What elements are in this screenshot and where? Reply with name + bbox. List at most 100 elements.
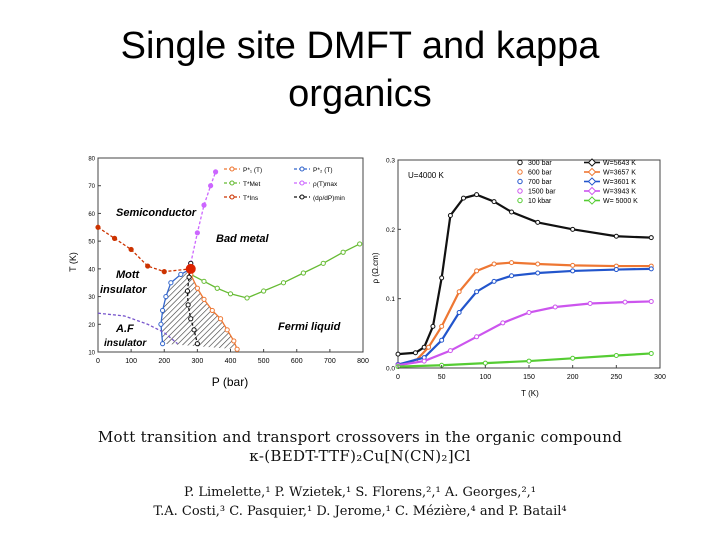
phase-series-point xyxy=(234,346,240,352)
rho-series-point xyxy=(648,350,654,356)
phase-y-tick-label: 40 xyxy=(88,267,95,273)
phase-x-tick-label: 600 xyxy=(291,358,303,365)
rho-legend-diamond xyxy=(587,167,597,177)
label-semiconductor: Semiconductor xyxy=(116,207,197,219)
phase-series-point xyxy=(168,280,174,286)
rho-series-point xyxy=(509,260,515,266)
phase-x-tick-label: 700 xyxy=(324,358,336,365)
rho-legend-diamond xyxy=(587,196,597,205)
rho-series-point xyxy=(447,348,453,354)
rho-series-point xyxy=(474,192,480,198)
label-mott-2: insulator xyxy=(100,284,147,296)
rho-series-point xyxy=(622,299,628,305)
phase-x-tick-label: 200 xyxy=(158,358,170,365)
rho-series-point xyxy=(570,355,576,361)
phase-series-point xyxy=(194,285,200,291)
rho-series-line-0 xyxy=(397,193,652,356)
phase-legend-marker xyxy=(299,180,305,186)
phase-x-tick-label: 300 xyxy=(192,358,204,365)
phase-series-point xyxy=(128,246,134,253)
phase-xlabel: P (bar) xyxy=(212,375,248,389)
phase-series-point xyxy=(159,307,166,314)
phase-y-tick-label: 80 xyxy=(88,157,95,163)
rho-legend-label: 1500 bar xyxy=(528,189,556,196)
rho-x-tick-label: 50 xyxy=(438,374,446,381)
rho-legend-diamond xyxy=(587,177,597,186)
rho-legend-label: 10 kbar xyxy=(528,198,552,205)
rho-series-point xyxy=(426,344,432,350)
phase-series-point xyxy=(159,341,166,347)
phase-diagram-chart: 0 100 200 300 400 500 600 700 800 10 20 30 40 50 60 70 8… xyxy=(68,157,369,390)
rho-series-point xyxy=(439,323,445,329)
paper-formula: κ-(BEDT-TTF)₂Cu[N(CN)₂]Cl xyxy=(249,447,471,465)
phase-legend-label: P*₂ (T) xyxy=(313,167,333,174)
rho-series-point xyxy=(421,344,427,350)
phase-legend-label: T*Ins xyxy=(243,195,259,202)
rho-ylabel: ρ (Ω.cm) xyxy=(371,252,380,283)
phase-series-point xyxy=(161,269,167,275)
rho-x-tick-label: 100 xyxy=(479,374,491,381)
rho-legend: 300 bar 600 bar 700 bar 1500 bar 10 kbar W=56… xyxy=(517,158,638,205)
slide-title-line2: organics xyxy=(288,73,432,115)
rho-series-point xyxy=(491,199,497,205)
rho-x-tick-label: 200 xyxy=(567,374,579,381)
phase-series-point xyxy=(163,293,169,300)
phase-series-point xyxy=(212,169,219,175)
phase-series-point xyxy=(158,321,164,327)
phase-x-tick-label: 800 xyxy=(357,358,369,365)
phase-series-point xyxy=(145,263,151,269)
phase-series-point xyxy=(194,230,200,236)
rho-legend-marker xyxy=(517,178,523,185)
coexistence-region xyxy=(160,268,238,350)
rho-series-point xyxy=(395,351,401,357)
rho-series-point xyxy=(430,323,436,329)
label-mott-1: Mott xyxy=(116,269,141,281)
rho-series-point xyxy=(482,360,488,366)
phase-series-point xyxy=(186,274,192,280)
rho-series-point xyxy=(570,262,576,268)
rho-series-point xyxy=(570,268,576,274)
rho-legend-marker xyxy=(517,169,523,175)
phase-series-point xyxy=(201,202,207,208)
phase-series-point xyxy=(217,316,224,322)
phase-series-point xyxy=(95,224,101,230)
paper-authors-line2: T.A. Costi,³ C. Pasquier,¹ D. Jerome,¹ C… xyxy=(153,504,567,519)
phase-legend-label: ρ(T)max xyxy=(313,181,338,188)
rho-legend-marker xyxy=(517,188,523,194)
rho-series-point xyxy=(474,334,480,340)
paper-title-line1: Mott transition and transport crossovers… xyxy=(97,428,623,446)
phase-y-tick-label: 70 xyxy=(88,184,95,190)
slide-title: Single site DMFT and kappa organics xyxy=(60,22,660,118)
rho-series-point xyxy=(648,235,654,241)
rho-xlabel: T (K) xyxy=(521,389,539,398)
rho-series-point xyxy=(587,301,593,307)
rho-legend-fit-label: W=3657 K xyxy=(603,170,636,177)
phase-series-point xyxy=(208,183,214,189)
rho-series-point xyxy=(535,261,541,267)
rho-series-point xyxy=(526,310,532,316)
phase-y-tick-label: 60 xyxy=(88,212,95,218)
label-bad-metal: Bad metal xyxy=(216,233,270,245)
phase-x-tick-label: 100 xyxy=(125,358,137,365)
rho-legend-diamond xyxy=(587,186,597,196)
rho-legend-diamond xyxy=(587,158,597,167)
rho-series-point xyxy=(648,298,654,304)
phase-series-point xyxy=(280,280,287,286)
rho-series-line-1 xyxy=(397,261,652,366)
rho-series-point xyxy=(447,212,453,218)
rho-series-point xyxy=(474,268,480,274)
phase-series-point xyxy=(357,241,363,247)
phase-series-point xyxy=(191,327,197,333)
phase-series-point xyxy=(209,307,215,314)
rho-series-point xyxy=(500,320,506,326)
rho-annotation-u: U=4000 K xyxy=(408,171,444,180)
phase-legend: P*₁ (T) P*₂ (T) T*Met ρ(T)max T*Ins (dρ/dP)mi… xyxy=(224,166,345,202)
phase-series-point xyxy=(194,341,200,347)
rho-y-tick-label: 0.2 xyxy=(386,227,395,234)
phase-y-tick-label: 30 xyxy=(88,295,95,301)
critical-point-marker xyxy=(185,263,196,274)
rho-series-point xyxy=(439,275,445,281)
rho-series-point xyxy=(648,266,654,272)
rho-legend-label: 600 bar xyxy=(528,170,552,177)
phase-series-point xyxy=(214,285,220,291)
